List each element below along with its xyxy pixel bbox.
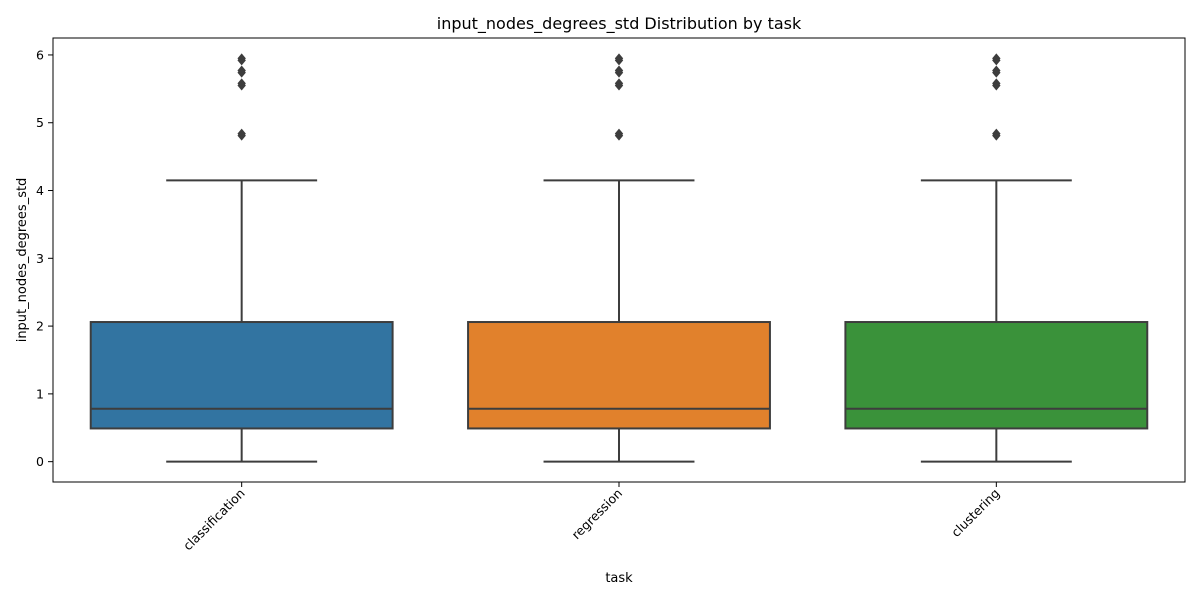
- y-tick-label: 3: [36, 251, 44, 266]
- outlier-point: [614, 53, 624, 64]
- outlier-point: [237, 128, 246, 139]
- outlier-point: [614, 78, 624, 89]
- outlier-point: [237, 53, 246, 64]
- box-group: [467, 53, 771, 463]
- y-axis-label: input_nodes_degrees_std: [15, 178, 30, 343]
- iqr-box: [467, 321, 771, 430]
- y-tick-label: 2: [36, 319, 44, 334]
- outlier-point: [992, 65, 1001, 76]
- outlier-point: [992, 53, 1001, 64]
- y-tick-label: 4: [36, 183, 44, 198]
- plot-frame: [52, 37, 1186, 483]
- outlier-point: [614, 128, 624, 139]
- y-tick-label: 0: [36, 454, 44, 469]
- iqr-box: [844, 321, 1149, 430]
- x-axis-label: task: [605, 571, 633, 586]
- plot-area: [89, 53, 1149, 463]
- outlier-point: [992, 78, 1001, 89]
- x-axis: classification regression clustering: [180, 482, 1002, 553]
- chart-title: input_nodes_degrees_std Distribution by …: [437, 14, 802, 34]
- outlier-point: [614, 65, 624, 76]
- y-tick-label: 1: [36, 386, 44, 401]
- outlier-point: [237, 78, 246, 89]
- y-axis: 0 1 2 3 4 5 6: [36, 47, 53, 469]
- outlier-point: [992, 128, 1001, 139]
- iqr-box: [89, 321, 394, 430]
- y-tick-label: 6: [36, 47, 44, 62]
- x-tick-label: classification: [180, 486, 248, 554]
- outlier-point: [237, 65, 246, 76]
- box-group: [844, 53, 1149, 463]
- x-tick-label: clustering: [948, 486, 1002, 540]
- y-tick-label: 5: [36, 115, 44, 130]
- box-group: [89, 53, 394, 463]
- x-tick-label: regression: [568, 486, 625, 543]
